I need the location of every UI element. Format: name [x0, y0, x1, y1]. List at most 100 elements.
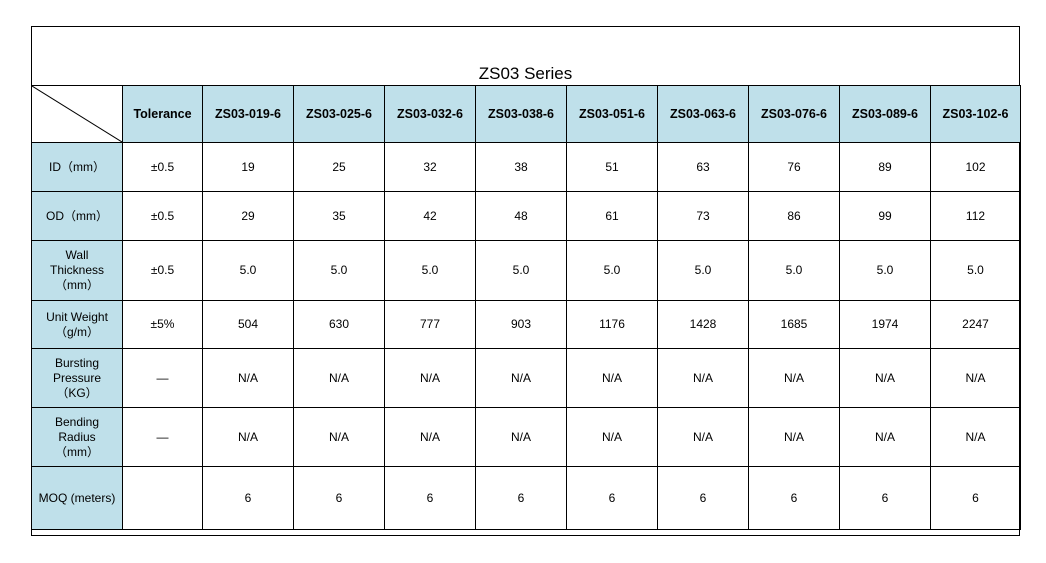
header-model: ZS03-063-6	[657, 85, 749, 143]
spec-table: Tolerance ZS03-019-6 ZS03-025-6 ZS03-032…	[31, 85, 1021, 530]
table-title: ZS03 Series	[478, 64, 573, 83]
corner-cell	[31, 85, 123, 143]
value-cell: 903	[475, 300, 567, 349]
value-cell: 6	[839, 466, 931, 530]
value-cell: 6	[475, 466, 567, 530]
value-cell: N/A	[384, 407, 476, 467]
value-cell: 5.0	[839, 240, 931, 301]
header-model: ZS03-038-6	[475, 85, 567, 143]
value-cell: 6	[384, 466, 476, 530]
value-cell: N/A	[202, 348, 294, 408]
value-cell: N/A	[566, 407, 658, 467]
row-label: Bursting Pressure （KG）	[31, 348, 123, 408]
value-cell: 73	[657, 191, 749, 241]
value-cell: 1974	[839, 300, 931, 349]
bursting-pressure-row: Bursting Pressure （KG） — N/A N/A N/A N/A N/A N/…	[31, 348, 1021, 408]
spec-table-container: ZS03 Series Tolerance ZS03-01	[31, 26, 1021, 536]
value-cell: 1685	[748, 300, 840, 349]
value-cell: 5.0	[566, 240, 658, 301]
tolerance-cell: —	[122, 348, 203, 408]
id-row: ID（mm） ±0.5 19 25 32 38 51 63 76 89 102	[31, 142, 1021, 192]
value-cell: 5.0	[384, 240, 476, 301]
value-cell: 6	[202, 466, 294, 530]
tolerance-cell	[122, 466, 203, 530]
value-cell: 6	[293, 466, 385, 530]
value-cell: N/A	[930, 407, 1021, 467]
header-model: ZS03-032-6	[384, 85, 476, 143]
value-cell: 42	[384, 191, 476, 241]
value-cell: 48	[475, 191, 567, 241]
value-cell: 5.0	[202, 240, 294, 301]
diagonal-line	[32, 86, 122, 142]
value-cell: 61	[566, 191, 658, 241]
value-cell: N/A	[930, 348, 1021, 408]
row-label: OD（mm）	[31, 191, 123, 241]
value-cell: N/A	[748, 348, 840, 408]
value-cell: N/A	[839, 407, 931, 467]
tolerance-cell: ±0.5	[122, 240, 203, 301]
value-cell: 19	[202, 142, 294, 192]
value-cell: 630	[293, 300, 385, 349]
value-cell: 6	[657, 466, 749, 530]
value-cell: N/A	[839, 348, 931, 408]
value-cell: N/A	[293, 348, 385, 408]
value-cell: 2247	[930, 300, 1021, 349]
value-cell: 5.0	[293, 240, 385, 301]
header-model: ZS03-019-6	[202, 85, 294, 143]
unit-weight-row: Unit Weight （g/m） ±5% 504 630 777 903 1176 1428…	[31, 300, 1021, 349]
value-cell: 504	[202, 300, 294, 349]
value-cell: 1428	[657, 300, 749, 349]
value-cell: 25	[293, 142, 385, 192]
value-cell: 6	[930, 466, 1021, 530]
value-cell: N/A	[748, 407, 840, 467]
wall-thickness-row: Wall Thickness （mm） ±0.5 5.0 5.0 5.0 5.0 5.0 5.…	[31, 240, 1021, 301]
tolerance-cell: —	[122, 407, 203, 467]
value-cell: 32	[384, 142, 476, 192]
value-cell: N/A	[566, 348, 658, 408]
value-cell: 777	[384, 300, 476, 349]
header-model: ZS03-102-6	[930, 85, 1021, 143]
header-model: ZS03-076-6	[748, 85, 840, 143]
tolerance-cell: ±0.5	[122, 142, 203, 192]
tolerance-cell: ±5%	[122, 300, 203, 349]
value-cell: 38	[475, 142, 567, 192]
value-cell: 89	[839, 142, 931, 192]
header-model: ZS03-025-6	[293, 85, 385, 143]
value-cell: 102	[930, 142, 1021, 192]
value-cell: 1176	[566, 300, 658, 349]
value-cell: 5.0	[657, 240, 749, 301]
value-cell: N/A	[657, 348, 749, 408]
value-cell: N/A	[657, 407, 749, 467]
row-label: Unit Weight （g/m）	[31, 300, 123, 349]
header-row: Tolerance ZS03-019-6 ZS03-025-6 ZS03-032…	[31, 85, 1021, 143]
row-label: ID（mm）	[31, 142, 123, 192]
moq-row: MOQ (meters) 6 6 6 6 6 6 6 6 6	[31, 466, 1021, 530]
row-label: Bending Radius （mm）	[31, 407, 123, 467]
value-cell: 6	[566, 466, 658, 530]
header-tolerance: Tolerance	[122, 85, 203, 143]
od-row: OD（mm） ±0.5 29 35 42 48 61 73 86 99 112	[31, 191, 1021, 241]
value-cell: N/A	[475, 348, 567, 408]
tolerance-cell: ±0.5	[122, 191, 203, 241]
value-cell: 112	[930, 191, 1021, 241]
value-cell: 5.0	[930, 240, 1021, 301]
value-cell: 99	[839, 191, 931, 241]
value-cell: 5.0	[475, 240, 567, 301]
value-cell: 76	[748, 142, 840, 192]
value-cell: 29	[202, 191, 294, 241]
value-cell: 86	[748, 191, 840, 241]
row-label: Wall Thickness （mm）	[31, 240, 123, 301]
value-cell: N/A	[475, 407, 567, 467]
value-cell: N/A	[202, 407, 294, 467]
value-cell: N/A	[293, 407, 385, 467]
header-model: ZS03-051-6	[566, 85, 658, 143]
value-cell: 63	[657, 142, 749, 192]
value-cell: N/A	[384, 348, 476, 408]
value-cell: 51	[566, 142, 658, 192]
bending-radius-row: Bending Radius （mm） — N/A N/A N/A N/A N/A N/A N/…	[31, 407, 1021, 467]
header-model: ZS03-089-6	[839, 85, 931, 143]
row-label: MOQ (meters)	[31, 466, 123, 530]
value-cell: 5.0	[748, 240, 840, 301]
value-cell: 6	[748, 466, 840, 530]
value-cell: 35	[293, 191, 385, 241]
